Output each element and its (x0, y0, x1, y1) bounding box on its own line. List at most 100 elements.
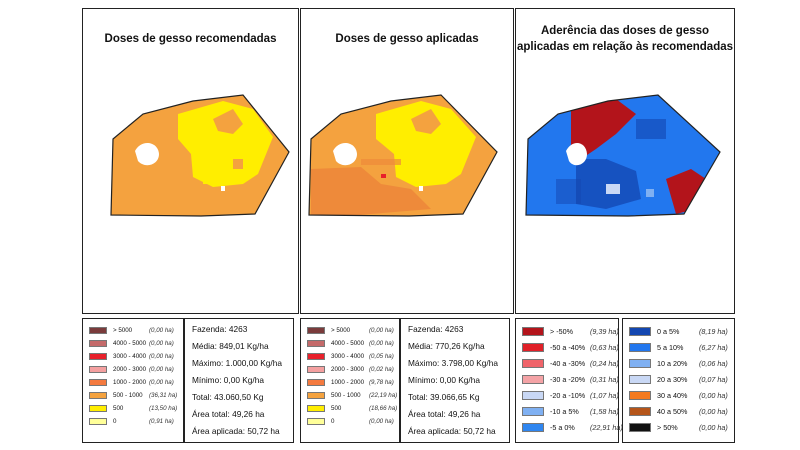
legend-aderencia-negativa: > -50% (9,39 ha) -50 a -40% (0,63 ha) -4… (515, 318, 623, 443)
legend-label: 0 (331, 418, 335, 425)
legend-value: (0,24 ha) (590, 359, 619, 368)
legend-item: -20 a -10% (1,07 ha) (522, 391, 619, 403)
legend-label: 500 - 1000 (331, 392, 361, 399)
legend-label: 500 - 1000 (113, 392, 143, 399)
stat-maximo: Máximo: 3.798,00 Kg/ha (408, 358, 498, 368)
legend-value: (0,02 ha) (369, 366, 394, 373)
legend-item: 1000 - 2000 (9,78 ha) (307, 379, 401, 388)
legend-value: (1,58 ha) (590, 407, 619, 416)
map-recomendadas (110, 94, 290, 217)
legend-value: (6,27 ha) (699, 343, 728, 352)
legend-swatch (89, 366, 107, 373)
legend-item: -30 a -20% (0,31 ha) (522, 375, 619, 387)
map-title-recomendadas: Doses de gesso recomendadas (104, 33, 277, 45)
legend-value: (22,91 ha) (590, 423, 623, 432)
legend-aplicadas: > 5000 (0,00 ha) 4000 - 5000 (0,00 ha) 3… (300, 318, 400, 443)
legend-swatch (307, 392, 325, 399)
legend-swatch (629, 375, 651, 384)
legend-label: 1000 - 2000 (331, 379, 365, 386)
legend-label: > 5000 (113, 327, 133, 334)
legend-value: (0,00 ha) (149, 353, 174, 360)
legend-swatch (89, 340, 107, 347)
stat-area-total: Área total: 49,26 ha (192, 409, 265, 419)
legend-label: 40 a 50% (657, 407, 688, 416)
legend-value: (0,63 ha) (590, 343, 619, 352)
stat-area-total: Área total: 49,26 ha (408, 409, 481, 419)
legend-swatch (89, 379, 107, 386)
legend-label: 0 (113, 418, 117, 425)
stats-aplicadas: Fazenda: 4263 Média: 770,26 Kg/ha Máximo… (400, 318, 510, 443)
stat-area-aplicada: Área aplicada: 50,72 ha (192, 426, 280, 436)
legend-label: > -50% (550, 327, 573, 336)
legend-label: -5 a 0% (550, 423, 575, 432)
legend-item: 1000 - 2000 (0,00 ha) (89, 379, 185, 388)
legend-label: 1000 - 2000 (113, 379, 147, 386)
legend-swatch (307, 418, 325, 425)
legend-value: (0,91 ha) (149, 418, 174, 425)
stat-area-aplicada: Área aplicada: 50,72 ha (408, 426, 496, 436)
legend-item: 4000 - 5000 (0,00 ha) (307, 340, 401, 349)
legend-swatch (522, 375, 544, 384)
map-panel-aplicadas: Doses de gesso aplicadas (300, 8, 514, 314)
legend-swatch (522, 359, 544, 368)
legend-item: 500 - 1000 (22,19 ha) (307, 392, 401, 401)
legend-item: -40 a -30% (0,24 ha) (522, 359, 619, 371)
legend-item: 4000 - 5000 (0,00 ha) (89, 340, 185, 349)
legend-label: -20 a -10% (550, 391, 586, 400)
legend-label: 20 a 30% (657, 375, 688, 384)
stat-minimo: Mínimo: 0,00 Kg/ha (408, 375, 480, 385)
legend-value: (0,31 ha) (590, 375, 619, 384)
legend-value: (0,00 ha) (369, 340, 394, 347)
legend-label: 4000 - 5000 (331, 340, 365, 347)
legend-item: 30 a 40% (0,00 ha) (629, 391, 732, 403)
legend-value: (13,50 ha) (149, 405, 178, 412)
legend-item: > 5000 (0,00 ha) (307, 327, 401, 336)
legend-value: (1,07 ha) (590, 391, 619, 400)
legend-swatch (629, 359, 651, 368)
map-aderencia (525, 94, 721, 217)
legend-swatch (629, 391, 651, 400)
legend-value: (0,00 ha) (369, 418, 394, 425)
legend-label: 2000 - 3000 (113, 366, 147, 373)
legend-item: 20 a 30% (0,07 ha) (629, 375, 732, 387)
legend-item: 0 (0,00 ha) (307, 418, 401, 427)
legend-item: > 5000 (0,00 ha) (89, 327, 185, 336)
legend-item: 40 a 50% (0,00 ha) (629, 407, 732, 419)
legend-label: 500 (331, 405, 342, 412)
legend-swatch (89, 392, 107, 399)
legend-item: -5 a 0% (22,91 ha) (522, 423, 623, 435)
legend-value: (8,19 ha) (699, 327, 728, 336)
legend-item: -10 a 5% (1,58 ha) (522, 407, 619, 419)
legend-label: 0 a 5% (657, 327, 680, 336)
stat-total: Total: 43.060,50 Kg (192, 392, 264, 402)
legend-item: -50 a -40% (0,63 ha) (522, 343, 619, 355)
legend-item: 500 (13,50 ha) (89, 405, 185, 414)
legend-swatch (307, 340, 325, 347)
map-aplicadas (308, 94, 498, 217)
legend-item: > 50% (0,00 ha) (629, 423, 732, 435)
legend-swatch (522, 343, 544, 352)
legend-value: (9,39 ha) (590, 327, 619, 336)
stats-recomendadas: Fazenda: 4263 Média: 849,01 Kg/ha Máximo… (184, 318, 294, 443)
map-title-aderencia-line2: aplicadas em relação às recomendadas (516, 41, 734, 53)
stat-maximo: Máximo: 1.000,00 Kg/ha (192, 358, 282, 368)
legend-value: (0,00 ha) (149, 366, 174, 373)
stat-minimo: Mínimo: 0,00 Kg/ha (192, 375, 264, 385)
legend-item: 3000 - 4000 (0,05 ha) (307, 353, 401, 362)
legend-label: 3000 - 4000 (113, 353, 147, 360)
map-panel-aderencia: Aderência das doses de gesso aplicadas e… (515, 8, 735, 314)
legend-swatch (522, 327, 544, 336)
legend-swatch (629, 343, 651, 352)
legend-value: (0,05 ha) (369, 353, 394, 360)
legend-label: -10 a 5% (550, 407, 579, 416)
legend-swatch (629, 423, 651, 432)
legend-label: 10 a 20% (657, 359, 688, 368)
legend-swatch (307, 327, 325, 334)
legend-value: (0,00 ha) (149, 327, 174, 334)
legend-item: 5 a 10% (6,27 ha) (629, 343, 732, 355)
legend-item: 0 a 5% (8,19 ha) (629, 327, 732, 339)
legend-item: 3000 - 4000 (0,00 ha) (89, 353, 185, 362)
legend-value: (0,00 ha) (699, 407, 728, 416)
map-title-aderencia-line1: Aderência das doses de gesso (540, 25, 710, 37)
legend-swatch (522, 407, 544, 416)
